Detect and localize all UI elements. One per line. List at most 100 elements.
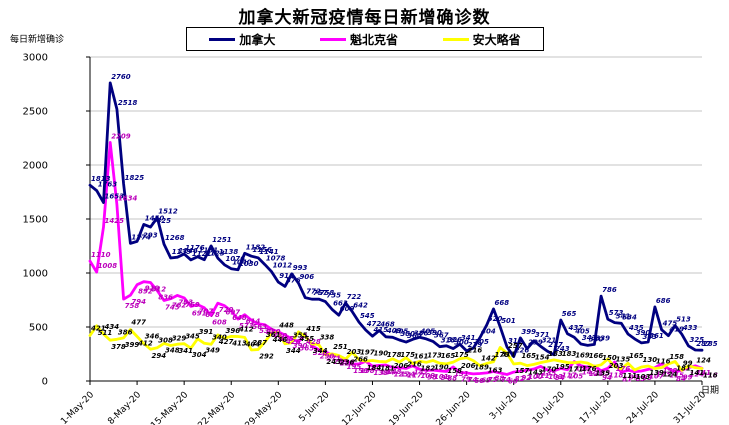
data-label: 1076 — [226, 255, 246, 263]
data-label: 236 — [340, 359, 355, 367]
data-label: 107 — [649, 372, 664, 380]
data-label: 195 — [347, 363, 362, 371]
chart-title: 加拿大新冠疫情每日新增确诊数 — [238, 8, 491, 28]
data-label: 197 — [360, 349, 375, 357]
data-label: 501 — [501, 317, 516, 325]
data-label: 520 — [488, 315, 503, 323]
data-label: 98 — [427, 373, 437, 381]
data-label: 321 — [542, 336, 557, 344]
data-label: 642 — [353, 302, 368, 310]
data-label: 100 — [528, 373, 543, 381]
x-axis-title: 日期 — [701, 386, 720, 396]
data-label: 341 — [461, 334, 476, 342]
data-label: 99 — [683, 359, 693, 367]
data-label: 1139 — [172, 248, 192, 256]
data-label: 166 — [589, 352, 604, 360]
data-label: 169 — [575, 352, 590, 360]
data-label: 912 — [152, 286, 167, 294]
data-label: 180 — [575, 365, 590, 373]
data-label: 793 — [178, 298, 193, 306]
x-tick-label: 12-Jun-20 — [340, 390, 378, 425]
data-label: 663 — [333, 299, 348, 307]
data-label: 722 — [347, 293, 362, 301]
data-label: 130 — [643, 356, 658, 364]
data-label: 287 — [252, 339, 267, 347]
data-label: 190 — [374, 350, 389, 358]
data-label: 105 — [569, 373, 584, 381]
data-label: 346 — [145, 333, 160, 341]
data-label: 85 — [636, 375, 646, 383]
data-label: 178 — [387, 351, 402, 359]
data-label: 916 — [279, 272, 294, 280]
data-label: 226 — [515, 347, 530, 355]
x-tick-label: 10-Jul-20 — [531, 390, 567, 425]
data-label: 161 — [414, 353, 429, 361]
x-tick-label: 24-Jul-20 — [625, 390, 661, 425]
data-label: 475 — [663, 320, 678, 328]
data-label: 163 — [488, 366, 503, 374]
legend-label-canada: 加拿大 — [239, 32, 276, 47]
data-label: 757 — [313, 289, 328, 297]
data-label: 116 — [703, 372, 718, 380]
data-label: 74 — [468, 376, 478, 384]
data-label: 349 — [205, 346, 220, 354]
data-label: 183 — [548, 350, 563, 358]
data-label: 190 — [434, 364, 449, 372]
x-tick-label: 5-Jun-20 — [297, 390, 331, 424]
data-label: 697 — [226, 309, 241, 317]
data-label: 135 — [595, 369, 610, 377]
legend-label-quebec: 魁北克省 — [349, 32, 398, 47]
series-quebec-line — [88, 140, 704, 376]
data-label: 1008 — [98, 262, 118, 270]
data-label: 435 — [629, 324, 644, 332]
legend-label-ontario: 安大略省 — [472, 32, 521, 47]
data-label: 142 — [414, 369, 429, 377]
data-label: 103 — [548, 373, 563, 381]
data-label: 103 — [636, 373, 651, 381]
data-label: 279 — [468, 341, 483, 349]
data-label: 88 — [447, 375, 457, 383]
data-label: 353 — [643, 333, 658, 341]
data-label: 287 — [696, 340, 711, 348]
data-label: 111 — [535, 372, 550, 380]
data-label: 413 — [232, 339, 247, 347]
data-label: 111 — [622, 372, 637, 380]
data-label: 116 — [656, 358, 671, 366]
data-label: 707 — [199, 308, 214, 316]
data-label: 183 — [562, 350, 577, 358]
data-label: 285 — [703, 340, 718, 348]
data-label: 173 — [427, 351, 442, 359]
data-label: 919 — [145, 285, 160, 293]
data-label: 1176 — [185, 244, 205, 252]
data-label: 541 — [616, 313, 631, 321]
data-label: 405 — [394, 327, 409, 335]
data-label: 94 — [555, 374, 565, 382]
data-label: 170 — [542, 366, 557, 374]
data-label: 195 — [555, 363, 570, 371]
data-label: 415 — [306, 325, 321, 333]
data-label: 124 — [663, 371, 678, 379]
data-label: 341 — [178, 347, 193, 355]
data-label: 82 — [515, 375, 525, 383]
y-tick-label: 3000 — [23, 53, 48, 64]
data-label: 758 — [320, 289, 335, 297]
data-label: 1634 — [118, 195, 138, 203]
x-tick-label: 19-Jun-20 — [387, 390, 425, 425]
data-label: 1450 — [145, 214, 165, 222]
data-label: 686 — [656, 297, 671, 305]
x-tick-label: 1-May-20 — [59, 390, 96, 425]
data-label: 608 — [212, 318, 227, 326]
data-label: 380 — [400, 330, 415, 338]
data-label: 326 — [313, 349, 328, 357]
data-label: 520 — [266, 328, 281, 336]
data-label: 290 — [320, 353, 335, 361]
data-label: 405 — [421, 327, 436, 335]
data-label: 216 — [407, 361, 422, 369]
data-label: 294 — [152, 352, 167, 360]
data-label: 206 — [461, 362, 476, 370]
data-label: 437 — [569, 324, 584, 332]
data-label: 81 — [622, 375, 632, 383]
data-label: 390 — [427, 329, 442, 337]
data-label: 1156 — [252, 246, 272, 254]
